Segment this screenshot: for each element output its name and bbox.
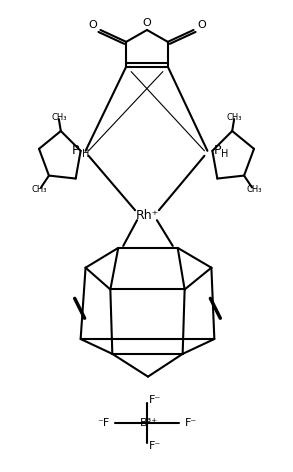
Text: P: P	[214, 144, 221, 157]
Text: Rh⁺: Rh⁺	[135, 209, 159, 222]
Text: CH₃: CH₃	[51, 113, 67, 122]
Text: F⁻: F⁻	[185, 418, 197, 428]
Text: O: O	[143, 18, 151, 28]
Text: P: P	[72, 144, 79, 157]
Text: B³⁺: B³⁺	[140, 418, 158, 428]
Text: O: O	[197, 20, 206, 30]
Text: ⁻F: ⁻F	[97, 418, 110, 428]
Text: H: H	[221, 149, 228, 159]
Text: CH₃: CH₃	[246, 185, 262, 194]
Text: F⁻: F⁻	[149, 441, 161, 451]
Text: CH₃: CH₃	[31, 185, 47, 194]
Text: CH₃: CH₃	[226, 113, 242, 122]
Text: O: O	[88, 20, 97, 30]
Text: H: H	[82, 149, 89, 159]
Text: F⁻: F⁻	[149, 396, 161, 405]
